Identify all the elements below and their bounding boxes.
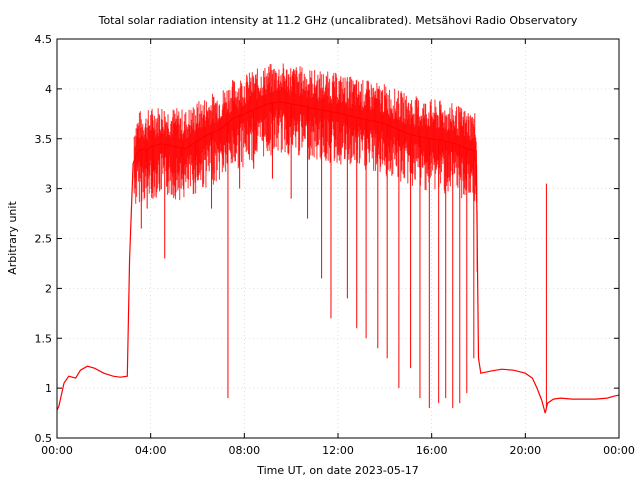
y-tick-label: 1.5 [35,332,53,345]
axes: 0.5 1 1.5 2 2.5 3 3.5 4 4.5 00:00 04:00 08:00 12:00 1… [35,33,635,457]
series-line [56,101,620,414]
y-tick-label: 3 [45,183,52,196]
chart-title: Total solar radiation intensity at 11.2 … [98,14,578,27]
x-tick-label: 00:00 [41,444,73,457]
x-axis-label: Time UT, on date 2023-05-17 [256,464,419,477]
x-tick-label: 08:00 [228,444,260,457]
y-tick-label: 2 [45,282,52,295]
y-tick-label: 3.5 [35,133,53,146]
series-layer [56,63,620,414]
x-tick-label: 00:00 [603,444,635,457]
y-tick-label: 4 [45,83,52,96]
grid [57,39,619,438]
x-tick-label: 16:00 [416,444,448,457]
y-tick-label: 1 [45,382,52,395]
x-tick-label: 20:00 [509,444,541,457]
x-tick-label: 04:00 [135,444,167,457]
x-tick-label: 12:00 [322,444,354,457]
y-axis-label: Arbitrary unit [6,201,19,275]
y-tick-label: 2.5 [35,233,53,246]
y-tick-label: 4.5 [35,33,53,46]
y-tick-label: 0.5 [35,432,53,445]
